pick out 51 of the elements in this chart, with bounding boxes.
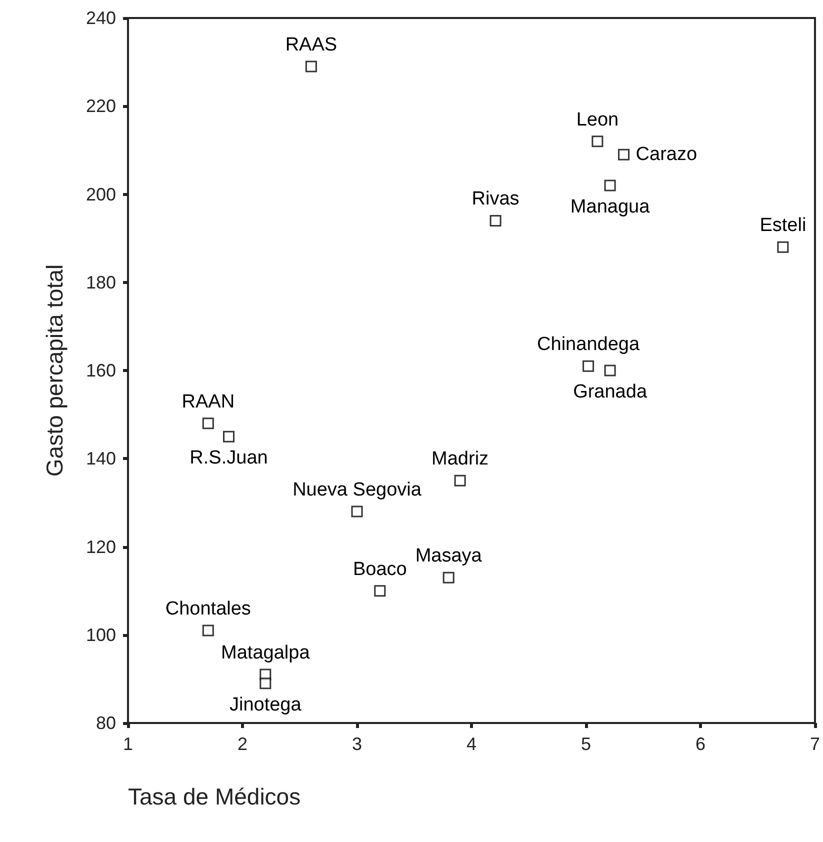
point [351,506,363,518]
y-tick-label: 100 [86,624,116,645]
annotation: Chontales [165,598,251,620]
point [604,180,616,192]
y-tick-label: 220 [86,96,116,116]
y-tick-label: 80 [96,713,116,733]
point [582,360,594,372]
annotation: Carazo [636,144,698,166]
point [223,430,235,442]
annotation: RAAN [182,391,235,412]
annotation: R.S.Juan [190,448,268,469]
x-tick-label: 7 [810,734,820,754]
point [202,624,214,636]
x-tick-label: 5 [580,734,592,754]
y-tick-label: 120 [86,536,116,557]
point [374,585,386,597]
annotation: Matagalpa [221,642,310,664]
annotation: Managua [570,196,650,218]
annotation: Boaco [352,558,407,580]
x-tick-label: 2 [237,734,248,754]
y-tick-label: 180 [86,272,116,292]
annotation: Granada [573,382,648,402]
x-axis-title: Tasa de Médicos [128,784,301,810]
point [592,136,604,148]
annotation: Esteli [760,215,806,236]
x-tick-label: 6 [695,734,706,754]
x-tick-label: 1 [122,734,134,754]
annotation: Jinotega [229,694,302,716]
point [305,60,317,72]
y-tick-label: 200 [86,184,116,204]
point [442,572,454,584]
x-tick-label: 4 [466,734,477,754]
point [604,364,616,376]
annotation: RAAS [285,34,338,56]
annotation: Madriz [432,448,489,470]
annotation: Masaya [415,546,482,567]
point [618,148,630,160]
y-tick-label: 140 [86,448,116,469]
point [490,214,502,226]
annotation: Nueva Segovia [292,480,422,500]
point [777,241,789,253]
annotation: Rivas [472,188,520,210]
point [202,418,214,430]
point [260,678,272,690]
x-tick-label: 3 [352,734,362,754]
y-tick-label: 240 [86,8,116,28]
y-axis-title: Gasto percapita total [42,264,68,477]
annotation: Chinandega [537,334,640,356]
y-tick-label: 160 [86,360,116,380]
point [454,474,466,486]
annotation: Leon [576,109,619,130]
